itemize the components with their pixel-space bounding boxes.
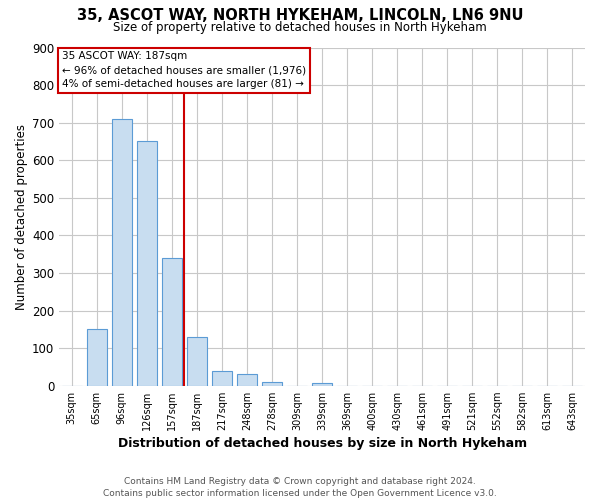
- Bar: [312, 382, 332, 386]
- Bar: [212, 370, 232, 386]
- Bar: [162, 258, 182, 386]
- Text: Contains HM Land Registry data © Crown copyright and database right 2024.
Contai: Contains HM Land Registry data © Crown c…: [103, 476, 497, 498]
- Bar: [237, 374, 257, 386]
- Y-axis label: Number of detached properties: Number of detached properties: [15, 124, 28, 310]
- Bar: [262, 382, 282, 386]
- Text: 35 ASCOT WAY: 187sqm
← 96% of detached houses are smaller (1,976)
4% of semi-det: 35 ASCOT WAY: 187sqm ← 96% of detached h…: [62, 52, 306, 90]
- Bar: [112, 119, 132, 386]
- Bar: [187, 337, 207, 386]
- Text: 35, ASCOT WAY, NORTH HYKEHAM, LINCOLN, LN6 9NU: 35, ASCOT WAY, NORTH HYKEHAM, LINCOLN, L…: [77, 8, 523, 22]
- X-axis label: Distribution of detached houses by size in North Hykeham: Distribution of detached houses by size …: [118, 437, 527, 450]
- Text: Size of property relative to detached houses in North Hykeham: Size of property relative to detached ho…: [113, 21, 487, 34]
- Bar: [137, 142, 157, 386]
- Bar: [87, 330, 107, 386]
